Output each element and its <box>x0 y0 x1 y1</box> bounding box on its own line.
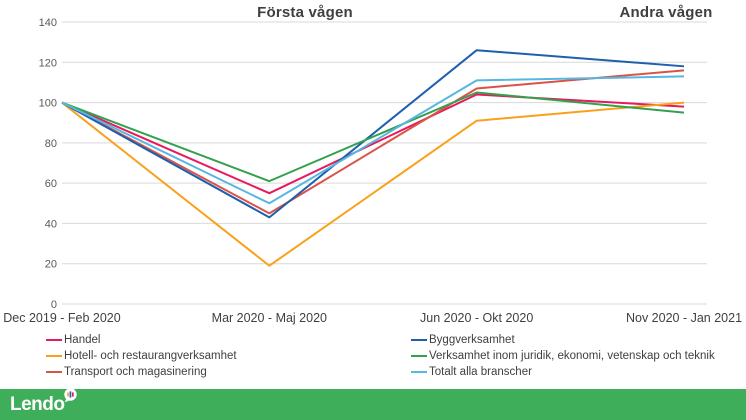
y-tick-label: 20 <box>45 259 57 271</box>
lendo-logo-text: Lendo <box>10 393 65 415</box>
y-tick-label: 100 <box>39 98 57 110</box>
y-tick-label: 0 <box>51 299 57 311</box>
legend-item: Verksamhet inom juridik, ekonomi, vetens… <box>411 348 715 364</box>
x-axis-label: Jun 2020 - Okt 2020 <box>420 311 533 325</box>
footer-brand-bar: Lendo <box>0 387 746 420</box>
legend-swatch <box>46 370 62 374</box>
series-line-handel <box>61 93 685 195</box>
y-tick-label: 120 <box>39 57 57 69</box>
x-axis-label: Dec 2019 - Feb 2020 <box>3 311 120 325</box>
legend-swatch <box>411 354 427 358</box>
legend-label: Hotell- och restaurangverksamhet <box>64 350 237 362</box>
legend-column-right: Byggverksamhet Verksamhet inom juridik, e… <box>411 332 715 380</box>
x-axis-label: Mar 2020 - Maj 2020 <box>212 311 327 325</box>
y-tick-label: 140 <box>39 17 57 29</box>
legend-item: Handel <box>46 332 237 348</box>
series-line-transport-och-magasinering <box>61 69 685 215</box>
legend-item: Hotell- och restaurangverksamhet <box>46 348 237 364</box>
y-tick-label: 80 <box>45 138 57 150</box>
legend-swatch <box>411 370 427 374</box>
legend-label: Verksamhet inom juridik, ekonomi, vetens… <box>429 350 715 362</box>
legend-item: Totalt alla branscher <box>411 364 715 380</box>
lendo-logo: Lendo <box>10 387 77 416</box>
bubble-bar <box>66 392 69 396</box>
first-wave-title: Första vågen <box>257 4 353 21</box>
series-line-totalt-alla-branscher <box>61 75 685 205</box>
series-line-verksamhet-inom-juridik-ekonomi-vetenskap-och-teknik <box>61 91 685 183</box>
y-tick-label: 60 <box>45 178 57 190</box>
legend-swatch <box>411 338 427 342</box>
second-wave-title: Andra vågen <box>619 4 713 21</box>
y-tick-label: 40 <box>45 218 57 230</box>
bubble-bar <box>71 391 74 397</box>
series-line-byggverksamhet <box>61 49 685 219</box>
bubble-bar <box>69 390 71 398</box>
legend-swatch <box>46 354 62 358</box>
lendo-speech-bubble-icon <box>63 387 77 402</box>
legend-label: Handel <box>64 334 101 346</box>
legend-swatch <box>46 338 62 342</box>
legend-column-left: Handel Hotell- och restaurangverksamhet Tr… <box>46 332 237 380</box>
legend-item: Transport och magasinering <box>46 364 237 380</box>
legend-label: Byggverksamhet <box>429 334 515 346</box>
legend-label: Transport och magasinering <box>64 366 207 378</box>
line-chart: 0 20 40 60 80 100 120 140 Dec 2019 - Feb 2020 Mar… <box>3 17 742 325</box>
x-axis-label: Nov 2020 - Jan 2021 <box>626 311 742 325</box>
legend-item: Byggverksamhet <box>411 332 715 348</box>
legend-label: Totalt alla branscher <box>429 366 532 378</box>
chart-legend: Handel Hotell- och restaurangverksamhet Tr… <box>0 332 746 384</box>
series-line-hotell-och-restaurangverksamhet <box>61 101 685 267</box>
